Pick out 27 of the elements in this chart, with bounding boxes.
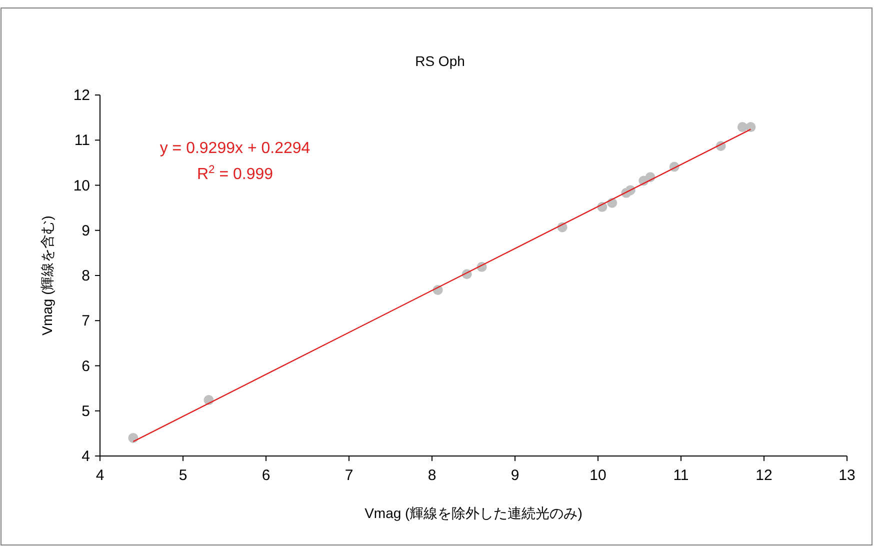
y-tick-label: 5 xyxy=(82,402,90,420)
point xyxy=(128,432,138,443)
x-axis-title: Vmag (輝線を除外した連続光のみ) xyxy=(364,505,582,521)
chart-title: RS Oph xyxy=(415,53,465,69)
y-tick-label: 7 xyxy=(82,312,90,330)
y-tick-label: 11 xyxy=(74,132,90,150)
point xyxy=(737,122,748,132)
x-tick-label: 10 xyxy=(590,467,606,484)
y-tick-label: 6 xyxy=(82,358,90,375)
y-tick-label: 4 xyxy=(82,448,90,465)
x-tick-label: 12 xyxy=(756,467,772,484)
x-tick-label: 4 xyxy=(96,467,104,484)
x-tick-label: 6 xyxy=(262,467,270,484)
y-tick-label: 10 xyxy=(73,177,90,194)
y-tick-label: 12 xyxy=(73,87,90,104)
x-tick-label: 7 xyxy=(344,467,354,484)
x-tick-label: 8 xyxy=(428,467,436,484)
annotation: y = 0.9299x + 0.2294 xyxy=(160,140,310,157)
x-tick-label: 11 xyxy=(673,467,689,484)
x-tick-label: 9 xyxy=(510,467,520,484)
x-tick-label: 5 xyxy=(178,467,188,484)
y-tick-label: 9 xyxy=(82,222,90,240)
x-tick-label: 13 xyxy=(838,467,856,484)
annotation: R$^{2}$ = 0.999 xyxy=(196,164,274,183)
y-tick-label: 8 xyxy=(82,268,90,284)
y-axis-title: Vmag (輝線を含む) xyxy=(39,216,55,336)
point xyxy=(746,122,756,132)
